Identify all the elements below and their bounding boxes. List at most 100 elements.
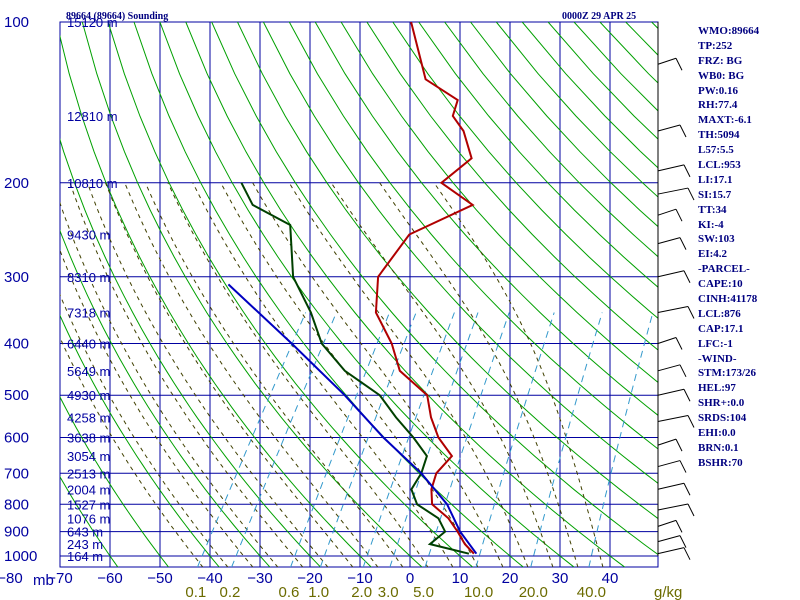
- pressure-tick-label: 400: [4, 336, 29, 353]
- mixing-ratio-tick-label: 1.0: [308, 584, 329, 600]
- mixing-ratio-tick-label: 0.2: [220, 584, 241, 600]
- wind-barb-flag: [683, 164, 691, 178]
- wind-barb-flag: [679, 364, 687, 378]
- index-item: CAPE:10: [698, 278, 743, 291]
- height-label: 7318 m: [67, 306, 110, 321]
- dry-adiabat: [107, 22, 474, 567]
- mixing-ratio-tick-label: 2.0: [351, 584, 372, 600]
- mixing-ratio-tick-labels: 0.1 0.2 0.6 1.0 2.0 3.0 5.0 10.0 20.0 40.0: [185, 584, 606, 600]
- wind-barb: [657, 388, 685, 396]
- index-item: HEL:97: [698, 382, 736, 395]
- moist-adiabat: [433, 182, 604, 567]
- dry-adiabat: [340, 22, 658, 384]
- dry-adiabat: [444, 22, 658, 258]
- temperature-tick-label: −40: [197, 570, 222, 587]
- temperature-tick-label: −30: [247, 570, 272, 587]
- index-item: LFC:-1: [698, 337, 733, 350]
- temperature-tick-label: −60: [97, 570, 122, 587]
- height-label: 2513 m: [67, 466, 110, 481]
- dry-adiabat: [60, 475, 119, 567]
- wind-barb: [657, 460, 681, 468]
- index-item: PW:0.16: [698, 84, 739, 97]
- wind-barb-flag: [687, 306, 695, 319]
- temperature-tick-label: 20: [502, 570, 519, 587]
- height-labels: 15120 m 12810 m 10810 m 9430 m 8310 m 7318 m 6…: [67, 15, 118, 564]
- dry-adiabat: [418, 22, 658, 288]
- dry-adiabats: [60, 22, 658, 567]
- index-item: SHR+:0.0: [698, 397, 745, 410]
- mixing-ratio-tick-label: 10.0: [464, 584, 493, 600]
- temperature-tick-label: 40: [602, 570, 619, 587]
- mixing-ratio-tick-label: 20.0: [519, 584, 548, 600]
- wind-barb: [657, 337, 677, 344]
- height-label: 8310 m: [67, 270, 110, 285]
- index-item: EI:4.2: [698, 248, 728, 261]
- height-label: 164 m: [67, 549, 103, 564]
- isobar-grid: [60, 21, 658, 557]
- pressure-tick-label: 600: [4, 430, 29, 447]
- moist-adiabat: [60, 201, 279, 567]
- moist-adiabat: [86, 182, 329, 567]
- moist-adiabat: [330, 182, 554, 567]
- wind-barb-flag: [683, 483, 691, 496]
- mixing-ratio-line: [319, 312, 417, 567]
- index-item: LI:17.1: [698, 173, 733, 186]
- wind-barb: [657, 57, 677, 65]
- pressure-tick-label: 200: [4, 175, 29, 192]
- moist-adiabat: [192, 182, 454, 567]
- index-item: SW:103: [698, 233, 735, 246]
- moist-adiabat: [60, 336, 204, 567]
- index-item: L57:5.5: [698, 144, 734, 157]
- mixing-ratio-tick-label: 5.0: [413, 584, 434, 600]
- index-item: TH:5094: [698, 129, 740, 142]
- height-label: 9430 m: [67, 227, 110, 242]
- height-label: 6440 m: [67, 337, 110, 352]
- dry-adiabat: [185, 22, 626, 567]
- dry-adiabat: [60, 229, 271, 567]
- moist-adiabat: [167, 182, 429, 567]
- index-item: MAXT:-6.1: [698, 114, 752, 127]
- temperature-tick-label: 10: [452, 570, 469, 587]
- wind-barb-flag: [679, 460, 687, 473]
- temperature-tick-label: −70: [47, 570, 72, 587]
- moist-adiabat: [105, 182, 354, 567]
- index-item: STM:173/26: [698, 367, 757, 380]
- wind-barb: [657, 124, 681, 132]
- trace-temperature: [374, 22, 475, 555]
- wind-barb-flag: [675, 58, 683, 71]
- height-label: 5649 m: [67, 364, 110, 379]
- mixing-ratio-line: [389, 312, 479, 567]
- index-item: WMO:89664: [698, 25, 760, 37]
- temperature-tick-label: −20: [297, 570, 322, 587]
- mixing-ratio-lines: [196, 312, 654, 567]
- wind-barb-flag: [675, 208, 683, 222]
- index-item: CINH:41178: [698, 293, 758, 306]
- wind-barb: [657, 482, 685, 490]
- mixing-ratio-tick-label: 40.0: [577, 584, 606, 600]
- dry-adiabat: [60, 314, 220, 567]
- wind-barb-flag: [675, 520, 683, 533]
- wind-barb-flag: [679, 237, 687, 250]
- dry-adiabat: [60, 396, 170, 567]
- temperature-tick-labels: −80 −70 −60 −50 −40 −30 −20 −10 0 10 20 30 40: [0, 570, 618, 587]
- mixing-ratio-line: [231, 312, 337, 567]
- mixing-ratio-tick-label: 3.0: [378, 584, 399, 600]
- pressure-tick-label: 1000: [4, 548, 37, 565]
- mixing-ratio-line: [290, 312, 390, 567]
- wind-barb: [657, 237, 681, 245]
- index-item: SI:15.7: [698, 188, 732, 201]
- dry-adiabat: [366, 22, 658, 351]
- pressure-tick-label: 800: [4, 496, 29, 513]
- height-label: 12810 m: [67, 109, 118, 124]
- height-label: 4258 m: [67, 410, 110, 425]
- wind-barb: [657, 519, 677, 527]
- mixing-ratio-line: [530, 312, 603, 567]
- dry-adiabat: [288, 22, 658, 450]
- index-item: WB0: BG: [698, 69, 745, 82]
- wind-barb-flag: [687, 187, 695, 201]
- temperature-tick-label: 30: [552, 570, 569, 587]
- wind-barb-flag: [687, 415, 695, 428]
- moist-adiabat: [60, 249, 254, 567]
- dry-adiabat: [314, 22, 658, 416]
- moist-adiabat: [60, 293, 229, 567]
